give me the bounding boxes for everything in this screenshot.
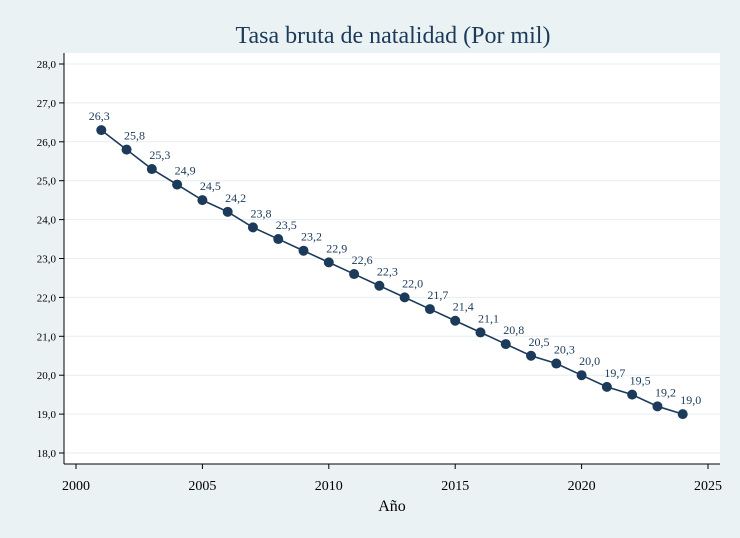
data-label: 22,0 xyxy=(402,276,423,290)
data-point xyxy=(526,350,537,361)
y-tick-label: 26,0 xyxy=(37,137,57,149)
data-label: 19,2 xyxy=(655,385,676,399)
data-label: 20,3 xyxy=(554,343,575,357)
data-point xyxy=(652,401,663,412)
data-point xyxy=(374,280,385,291)
data-label: 19,0 xyxy=(680,393,701,407)
grid-lines xyxy=(64,63,720,454)
data-label: 19,7 xyxy=(604,366,625,380)
data-label: 23,5 xyxy=(276,218,297,232)
data-point xyxy=(146,164,157,175)
data-label: 25,3 xyxy=(149,148,170,162)
x-axis-label: Año xyxy=(378,498,406,515)
data-label: 25,8 xyxy=(124,129,145,143)
data-label: 24,9 xyxy=(175,164,196,178)
axes: 18,0 19,0 20,0 21,0 22,0 23,0 24,0 25,0 26,0 27,0… xyxy=(37,53,722,494)
data-point xyxy=(424,304,435,315)
data-label: 23,8 xyxy=(250,206,271,220)
y-tick-label: 21,0 xyxy=(37,331,57,343)
data-point xyxy=(601,381,612,392)
data-point xyxy=(197,195,208,206)
data-point xyxy=(222,206,233,217)
data-point xyxy=(551,358,562,369)
x-tick-label: 2000 xyxy=(62,479,90,494)
chart-title: Tasa bruta de natalidad (Por mil) xyxy=(236,23,551,49)
data-point xyxy=(323,257,334,268)
x-tick-label: 2025 xyxy=(694,479,722,494)
x-tick-label: 2015 xyxy=(441,479,469,494)
data-label: 24,5 xyxy=(200,179,221,193)
data-point xyxy=(677,409,688,420)
data-label: 22,3 xyxy=(377,265,398,279)
data-point xyxy=(298,245,309,256)
data-point xyxy=(172,179,183,190)
data-label: 19,5 xyxy=(630,374,651,388)
data-label: 22,6 xyxy=(352,253,373,267)
data-point xyxy=(247,222,258,233)
x-tick-label: 2010 xyxy=(315,479,343,494)
data-label: 23,2 xyxy=(301,230,322,244)
data-label: 21,4 xyxy=(453,300,474,314)
x-tick-label: 2005 xyxy=(188,479,216,494)
y-tick-label: 22,0 xyxy=(37,292,57,304)
data-point xyxy=(627,389,638,400)
data-point xyxy=(450,315,461,326)
y-tick-label: 18,0 xyxy=(37,448,57,460)
y-tick-label: 20,0 xyxy=(37,370,57,382)
data-point xyxy=(273,234,284,245)
data-point xyxy=(96,125,107,136)
data-point xyxy=(475,327,486,338)
data-point xyxy=(349,269,360,280)
y-tick-label: 27,0 xyxy=(37,98,57,110)
data-label: 20,0 xyxy=(579,354,600,368)
data-point xyxy=(399,292,410,303)
data-label: 20,8 xyxy=(503,323,524,337)
y-tick-label: 24,0 xyxy=(37,215,57,227)
y-tick-label: 23,0 xyxy=(37,254,57,266)
series-layer: 26,3 25,8 25,3 24,9 24,5 24,2 23,8 23,5 23,2 22,9… xyxy=(89,109,701,420)
y-tick-label: 25,0 xyxy=(37,176,57,188)
y-tick-label: 28,0 xyxy=(37,59,57,71)
data-label: 21,7 xyxy=(427,288,448,302)
data-point xyxy=(576,370,587,381)
x-tick-label: 2020 xyxy=(568,479,596,494)
data-label: 22,9 xyxy=(326,241,347,255)
data-label: 21,1 xyxy=(478,311,499,325)
data-label: 24,2 xyxy=(225,191,246,205)
y-tick-label: 19,0 xyxy=(37,409,57,421)
data-point xyxy=(500,339,511,350)
data-point xyxy=(121,144,132,155)
data-label: 20,5 xyxy=(529,335,550,349)
data-label: 26,3 xyxy=(89,109,110,123)
